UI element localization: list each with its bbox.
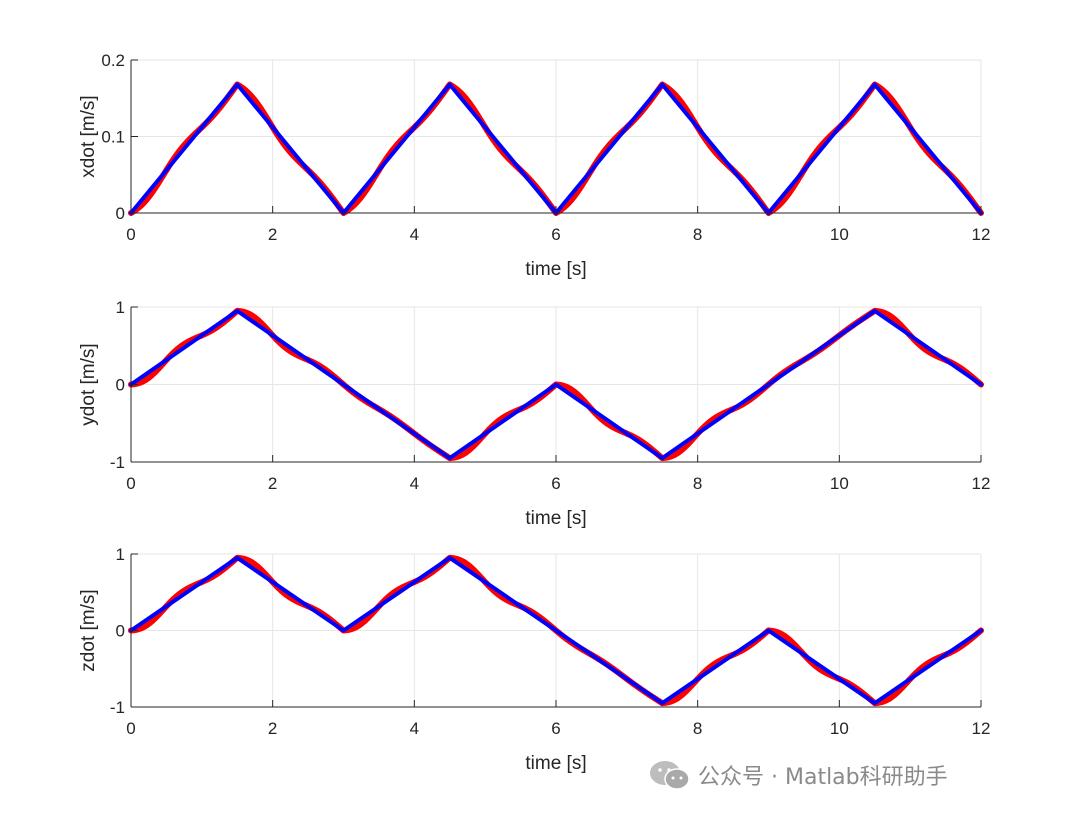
y-tick-label: 1 — [116, 298, 125, 317]
series-line-blue — [129, 555, 983, 706]
watermark-text: 公众号 · Matlab科研助手 — [698, 765, 948, 790]
x-tick-label: 8 — [693, 474, 702, 493]
subplot-1: 0 2 4 6 8 10 12 0 0.1 0.2 time [s] xdot [m/s] — [78, 51, 990, 280]
x-tick-label: 0 — [126, 474, 135, 493]
x-tick-label: 12 — [972, 225, 991, 244]
y-tick-label: -1 — [110, 698, 125, 717]
x-tick-label: 6 — [551, 719, 560, 738]
x-tick-label: 10 — [830, 225, 849, 244]
x-tick-label: 10 — [830, 719, 849, 738]
x-tick-label: 12 — [972, 719, 991, 738]
x-tick-label: 2 — [268, 225, 277, 244]
y-tick-label: 0 — [116, 204, 125, 223]
x-tick-label: 0 — [126, 225, 135, 244]
y-tick-label: 1 — [116, 545, 125, 564]
x-tick-label: 4 — [410, 225, 419, 244]
y-tick-label: -1 — [110, 453, 125, 472]
y-tick-label: 0.1 — [101, 128, 125, 147]
x-tick-label: 2 — [268, 474, 277, 493]
x-tick-label: 8 — [693, 225, 702, 244]
x-tick-label: 4 — [410, 474, 419, 493]
y-axis-label: xdot [m/s] — [78, 95, 99, 177]
y-tick-label: 0.2 — [101, 51, 125, 70]
x-tick-label: 0 — [126, 719, 135, 738]
y-tick-label: 0 — [116, 622, 125, 641]
x-tick-label: 10 — [830, 474, 849, 493]
x-tick-label: 6 — [551, 225, 560, 244]
x-tick-label: 4 — [410, 719, 419, 738]
y-axis-label: zdot [m/s] — [78, 589, 99, 671]
x-tick-label: 6 — [551, 474, 560, 493]
x-axis-label: time [s] — [525, 753, 586, 774]
x-tick-label: 2 — [268, 719, 277, 738]
y-tick-label: 0 — [116, 376, 125, 395]
x-tick-label: 12 — [972, 474, 991, 493]
y-axis-label: ydot [m/s] — [78, 343, 99, 425]
series-line-blue — [129, 308, 983, 461]
x-axis-label: time [s] — [525, 508, 586, 529]
x-axis-label: time [s] — [525, 259, 586, 280]
watermark: 公众号 · Matlab科研助手 — [648, 757, 948, 793]
x-tick-label: 8 — [693, 719, 702, 738]
wechat-icon — [650, 761, 690, 790]
